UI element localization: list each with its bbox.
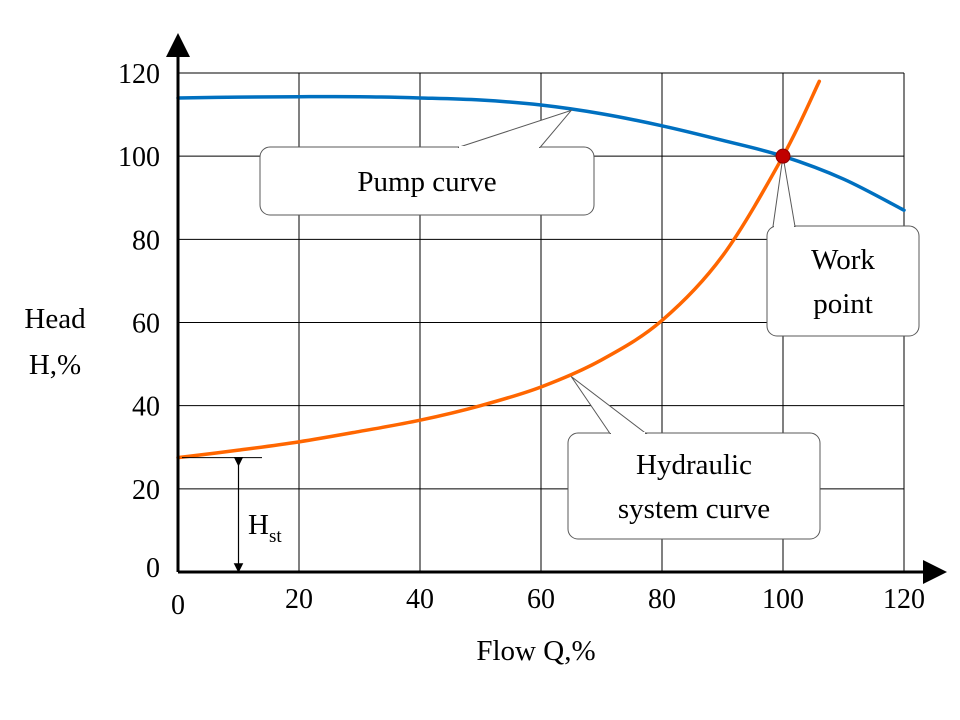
static-head-marker: Hst (182, 456, 282, 573)
callout-text: point (813, 288, 873, 320)
callout-text: system curve (618, 493, 770, 525)
callout-text: Pump curve (357, 166, 496, 198)
x-axis-label: Flow Q,% (476, 635, 595, 667)
work-point-marker (775, 148, 791, 164)
y-tick-label: 120 (118, 59, 160, 90)
y-tick-label: 100 (118, 142, 160, 173)
x-tick-label: 80 (648, 584, 676, 615)
system-curve-line (176, 79, 822, 460)
y-axis-label-line-1: Head (24, 303, 86, 335)
x-tick-label: 20 (285, 584, 313, 615)
callout-pointer (457, 109, 573, 148)
callout-1: Pump curve (259, 109, 595, 216)
callout-3: Hydraulic system curve (567, 376, 821, 540)
callout-text: Work (811, 244, 875, 276)
y-tick-label: 40 (132, 392, 160, 423)
callout-pointer (570, 376, 648, 434)
x-tick-label: 0 (171, 590, 185, 621)
callout-box (766, 225, 920, 337)
callouts: Pump curve Work point Hydraulic system curve (259, 109, 920, 540)
x-tick-label: 60 (527, 584, 555, 615)
y-tick-label: 60 (132, 309, 160, 340)
axes (166, 33, 947, 584)
tick-labels: 0 20 40 60 80 100 120 0 20 40 60 80 100 120 (118, 59, 925, 621)
y-tick-label: 0 (146, 553, 160, 584)
static-head-label: Hst (248, 509, 282, 547)
x-tick-label: 120 (883, 584, 925, 615)
y-tick-label: 80 (132, 225, 160, 256)
x-tick-label: 40 (406, 584, 434, 615)
callout-2: Work point (766, 156, 920, 337)
callout-box (259, 146, 595, 216)
callout-box (567, 432, 821, 540)
y-axis-label-line-2: H,% (29, 349, 81, 381)
x-tick-label: 100 (762, 584, 804, 615)
callout-text: Hydraulic (636, 449, 752, 481)
y-tick-label: 20 (132, 475, 160, 506)
